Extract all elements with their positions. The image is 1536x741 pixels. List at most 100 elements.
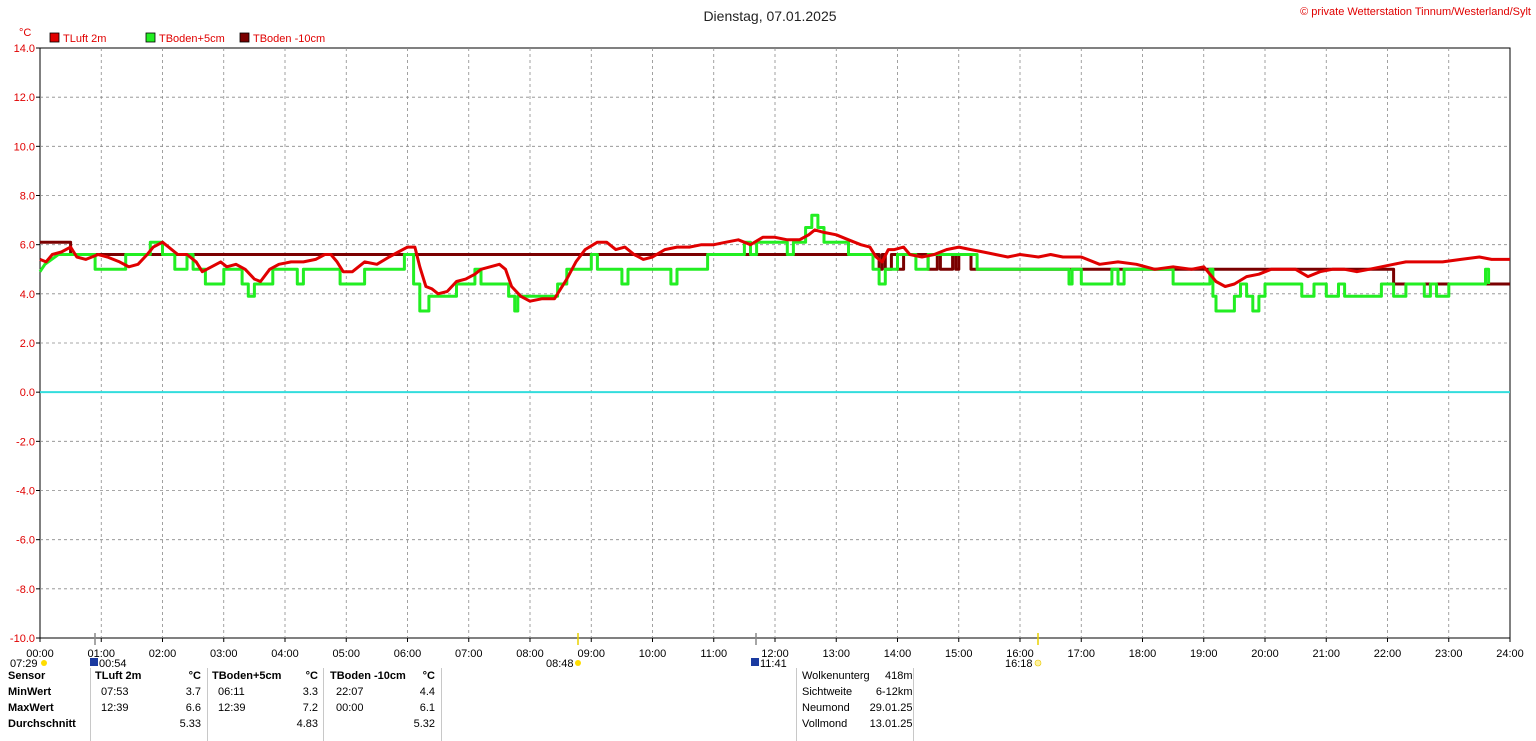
stats-column-tboden10: TBoden -10cm °C 22:07 4.4 00:00 6.1 5.32 xyxy=(330,668,435,732)
x-tick-label: 18:00 xyxy=(1129,648,1157,660)
sun-icon xyxy=(41,660,47,666)
cloud-base-value: 418m xyxy=(884,670,913,682)
visibility-value: 6-12km xyxy=(875,686,913,698)
full-moon-label: Vollmond xyxy=(802,718,848,730)
stats-min-value: 3.7 xyxy=(185,686,201,698)
stats-min-time: 07:53 xyxy=(101,686,129,698)
y-tick-label: -4.0 xyxy=(16,486,35,498)
stats-sensor-name: TLuft 2m xyxy=(95,670,142,682)
stats-header-avg: Durchschnitt xyxy=(8,718,76,730)
x-tick-label: 19:00 xyxy=(1190,648,1218,660)
x-tick-label: 15:00 xyxy=(945,648,973,660)
x-tick-label: 04:00 xyxy=(271,648,299,660)
astro-markers: 07:29 00:54 08:48 11:41 16:18 xyxy=(10,633,1042,668)
x-tick-label: 17:00 xyxy=(1067,648,1095,660)
stats-avg-value: 5.33 xyxy=(179,718,201,730)
y-tick-label: 14.0 xyxy=(14,43,35,55)
x-tick-label: 20:00 xyxy=(1251,648,1279,660)
y-tick-label: 10.0 xyxy=(14,141,35,153)
x-tick-label: 14:00 xyxy=(884,648,912,660)
moonset-time: 11:41 xyxy=(760,658,787,668)
x-tick-label: 02:00 xyxy=(149,648,177,660)
stats-sensor-unit: °C xyxy=(422,670,435,682)
moonrise-time: 00:54 xyxy=(99,658,127,668)
stats-divider xyxy=(90,668,91,741)
x-tick-label: 23:00 xyxy=(1435,648,1463,660)
y-tick-label: -10.0 xyxy=(10,633,35,645)
x-tick-label: 10:00 xyxy=(639,648,667,660)
y-axis-unit: °C xyxy=(19,27,31,39)
stats-max-time: 12:39 xyxy=(218,702,246,714)
x-tick-label: 11:00 xyxy=(700,648,727,660)
stats-max-value: 7.2 xyxy=(302,702,318,714)
temperature-chart: Dienstag, 07.01.2025 © private Wettersta… xyxy=(10,6,1531,668)
x-tick-label: 13:00 xyxy=(822,648,850,660)
stats-sensor-name: TBoden+5cm xyxy=(212,670,282,682)
stats-avg-value: 5.32 xyxy=(413,718,435,730)
stats-header-max: MaxWert xyxy=(8,702,54,714)
new-moon-label: Neumond xyxy=(802,702,850,714)
x-tick-label: 05:00 xyxy=(332,648,360,660)
stats-max-time: 00:00 xyxy=(336,702,364,714)
cloud-base-label: Wolkenunterg xyxy=(802,670,870,682)
legend-swatch xyxy=(239,32,250,43)
stats-sensor-name: TBoden -10cm xyxy=(330,670,406,682)
x-tick-label: 00:00 xyxy=(26,648,54,660)
stats-sensor-unit: °C xyxy=(188,670,201,682)
x-tick-label: 03:00 xyxy=(210,648,238,660)
stats-column-tluft: TLuft 2m °C 07:53 3.7 12:39 6.6 5.33 xyxy=(95,668,201,732)
chart-grid xyxy=(39,47,1511,639)
legend-swatch xyxy=(145,32,156,43)
stats-divider xyxy=(913,668,914,741)
visibility-label: Sichtweite xyxy=(802,686,853,698)
x-tick-label: 21:00 xyxy=(1312,648,1340,660)
moon-icon xyxy=(90,658,98,666)
x-tick-label: 09:00 xyxy=(577,648,605,660)
stats-max-time: 12:39 xyxy=(101,702,129,714)
x-tick-label: 07:00 xyxy=(455,648,483,660)
stats-min-value: 3.3 xyxy=(302,686,318,698)
chart-series xyxy=(38,213,1510,313)
sun-icon xyxy=(1034,659,1042,667)
stats-column-tboden5: TBoden+5cm °C 06:11 3.3 12:39 7.2 4.83 xyxy=(212,668,318,732)
sunset-time: 16:18 xyxy=(1005,658,1033,668)
stats-divider xyxy=(441,668,442,741)
y-tick-label: -2.0 xyxy=(16,436,35,448)
stats-divider xyxy=(207,668,208,741)
y-tick-label: -8.0 xyxy=(16,584,35,596)
chart-title: Dienstag, 07.01.2025 xyxy=(703,8,836,24)
series-line-0 xyxy=(39,228,1510,303)
sun-icon xyxy=(575,660,581,666)
x-tick-label: 06:00 xyxy=(394,648,422,660)
x-tick-label: 24:00 xyxy=(1496,648,1524,660)
y-tick-label: 6.0 xyxy=(20,240,35,252)
x-tick-label: 08:00 xyxy=(516,648,544,660)
stats-labels: Sensor MinWert MaxWert Durchschnitt xyxy=(8,668,90,732)
y-tick-label: 0.0 xyxy=(20,387,35,399)
stats-divider xyxy=(323,668,324,741)
dawn-time: 08:48 xyxy=(546,658,574,668)
stats-min-time: 22:07 xyxy=(336,686,364,698)
x-tick-label: 22:00 xyxy=(1374,648,1402,660)
x-tick-label: 01:00 xyxy=(87,648,115,660)
stats-min-value: 4.4 xyxy=(419,686,435,698)
legend-label: TBoden+5cm xyxy=(159,33,225,45)
y-tick-label: -6.0 xyxy=(16,535,35,547)
stats-divider xyxy=(796,668,797,741)
y-tick-label: 4.0 xyxy=(20,289,35,301)
legend-label: TLuft 2m xyxy=(63,33,106,45)
copyright-text: © private Wetterstation Tinnum/Westerlan… xyxy=(1300,6,1531,18)
legend-swatch xyxy=(49,32,60,43)
stats-avg-value: 4.83 xyxy=(296,718,318,730)
y-tick-label: 2.0 xyxy=(20,338,35,350)
full-moon-value: 13.01.25 xyxy=(869,718,913,730)
stats-max-value: 6.6 xyxy=(185,702,201,714)
sunrise-time: 07:29 xyxy=(10,658,38,668)
stats-min-time: 06:11 xyxy=(218,686,245,698)
x-axis-ticks: 00:00 01:00 02:00 03:00 04:00 05:00 06:00 07:00… xyxy=(26,638,1524,660)
moon-icon xyxy=(751,658,759,666)
new-moon-value: 29.01.25 xyxy=(869,702,913,714)
y-tick-label: 12.0 xyxy=(14,92,35,104)
legend-label: TBoden -10cm xyxy=(253,33,325,45)
stats-header-min: MinWert xyxy=(8,686,52,698)
